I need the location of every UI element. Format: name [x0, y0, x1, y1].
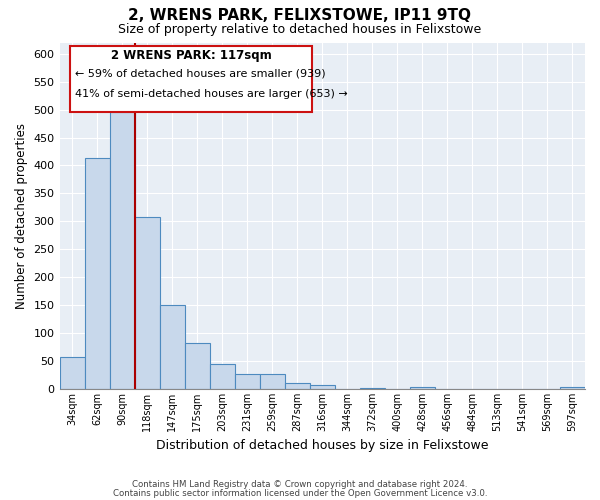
Bar: [160, 305, 185, 389]
Bar: [285, 384, 310, 389]
Text: 41% of semi-detached houses are larger (653) →: 41% of semi-detached houses are larger (…: [76, 90, 348, 100]
Bar: [59, 357, 85, 389]
Bar: [410, 387, 435, 389]
Bar: [310, 384, 335, 389]
Y-axis label: Number of detached properties: Number of detached properties: [15, 123, 28, 309]
Bar: [360, 388, 385, 389]
Text: Size of property relative to detached houses in Felixstowe: Size of property relative to detached ho…: [118, 22, 482, 36]
X-axis label: Distribution of detached houses by size in Felixstowe: Distribution of detached houses by size …: [156, 440, 488, 452]
Bar: [185, 343, 209, 389]
Text: 2, WRENS PARK, FELIXSTOWE, IP11 9TQ: 2, WRENS PARK, FELIXSTOWE, IP11 9TQ: [128, 8, 472, 22]
FancyBboxPatch shape: [70, 46, 312, 112]
Bar: [209, 364, 235, 389]
Bar: [85, 158, 110, 389]
Text: ← 59% of detached houses are smaller (939): ← 59% of detached houses are smaller (93…: [76, 68, 326, 78]
Bar: [260, 374, 285, 389]
Text: 2 WRENS PARK: 117sqm: 2 WRENS PARK: 117sqm: [110, 50, 271, 62]
Bar: [235, 374, 260, 389]
Text: Contains HM Land Registry data © Crown copyright and database right 2024.: Contains HM Land Registry data © Crown c…: [132, 480, 468, 489]
Text: Contains public sector information licensed under the Open Government Licence v3: Contains public sector information licen…: [113, 489, 487, 498]
Bar: [560, 387, 585, 389]
Bar: [110, 112, 134, 389]
Bar: [134, 218, 160, 389]
